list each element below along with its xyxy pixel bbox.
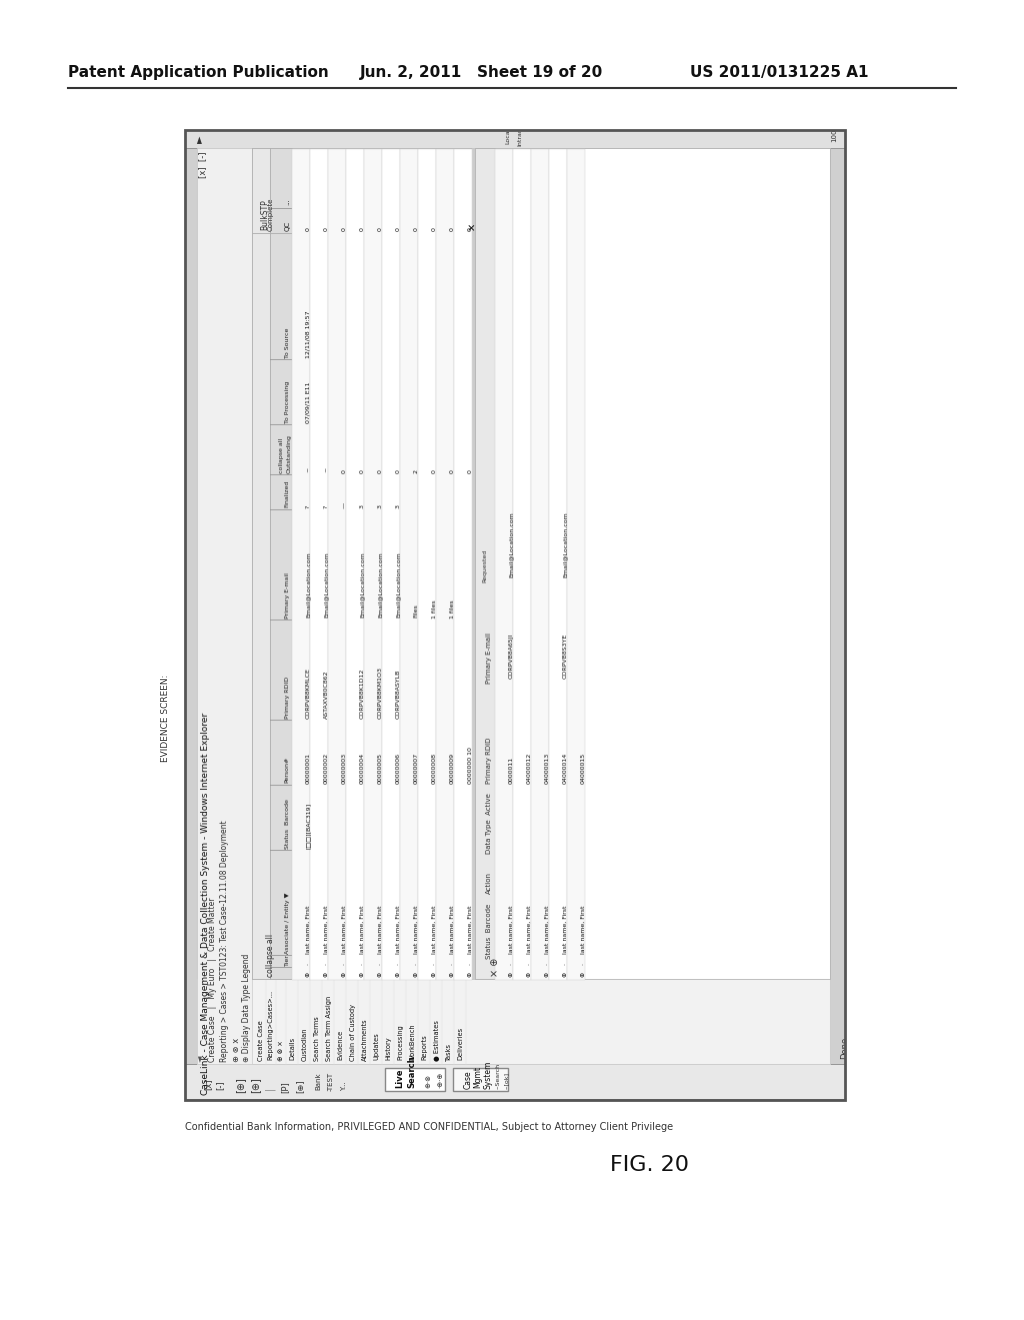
Text: EVIDENCE SCREEN:: EVIDENCE SCREEN: xyxy=(161,675,170,763)
Text: Confidential Bank Information, PRIVILEGED AND CONFIDENTIAL, Subject to Attorney : Confidential Bank Information, PRIVILEGE… xyxy=(185,1122,673,1133)
Text: FIG. 20: FIG. 20 xyxy=(610,1155,689,1175)
Text: Jun. 2, 2011   Sheet 19 of 20: Jun. 2, 2011 Sheet 19 of 20 xyxy=(360,65,603,81)
Text: US 2011/0131225 A1: US 2011/0131225 A1 xyxy=(690,65,868,81)
Bar xyxy=(185,129,845,1100)
Text: Patent Application Publication: Patent Application Publication xyxy=(68,65,329,81)
